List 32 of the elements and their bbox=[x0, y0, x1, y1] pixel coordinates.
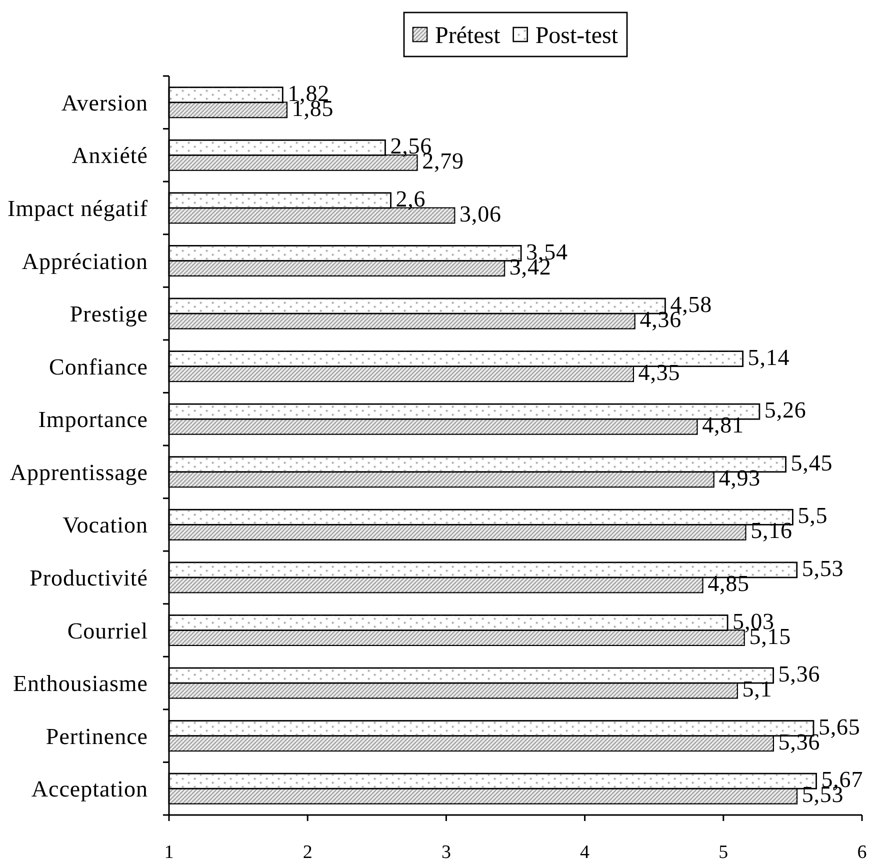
x-tick-label: 6 bbox=[857, 842, 867, 863]
x-tick-label: 2 bbox=[302, 842, 312, 863]
data-label: 5,65 bbox=[818, 714, 860, 740]
x-tick-label: 4 bbox=[580, 842, 590, 863]
legend-label: Prétest bbox=[434, 22, 501, 49]
y-tick-label: Appréciation bbox=[22, 248, 148, 274]
data-label: 3,06 bbox=[460, 202, 502, 227]
data-label: 4,81 bbox=[702, 412, 744, 438]
y-tick-label: Productivité bbox=[30, 566, 148, 591]
y-tick-label: Vocation bbox=[62, 512, 148, 538]
data-label: 2,6 bbox=[396, 186, 426, 212]
y-tick-label: Importance bbox=[38, 407, 148, 432]
legend-label: Post-test bbox=[535, 22, 618, 49]
data-label: 5,36 bbox=[778, 662, 820, 687]
data-label: 5,5 bbox=[798, 503, 828, 528]
x-tick-label: 5 bbox=[718, 842, 728, 863]
y-tick-label: Pertinence bbox=[46, 724, 148, 749]
x-tick-label: 1 bbox=[164, 842, 174, 863]
y-tick-label: Prestige bbox=[70, 302, 148, 327]
y-tick-label: Acceptation bbox=[31, 776, 148, 802]
y-tick-label: Courriel bbox=[67, 618, 148, 644]
y-tick-label: Confiance bbox=[48, 354, 148, 380]
y-tick-label: Anxiété bbox=[72, 143, 148, 168]
data-label: 5,26 bbox=[764, 398, 806, 423]
data-label: 5,53 bbox=[802, 556, 844, 581]
y-tick-label: Apprentissage bbox=[10, 460, 148, 485]
data-label: 5,45 bbox=[790, 450, 833, 476]
data-label: 5,14 bbox=[748, 344, 790, 370]
x-tick-label: 3 bbox=[441, 842, 451, 863]
y-tick-label: Aversion bbox=[61, 90, 148, 116]
y-tick-label: Impact négatif bbox=[8, 196, 148, 222]
y-tick-label: Enthousiasme bbox=[12, 671, 148, 696]
